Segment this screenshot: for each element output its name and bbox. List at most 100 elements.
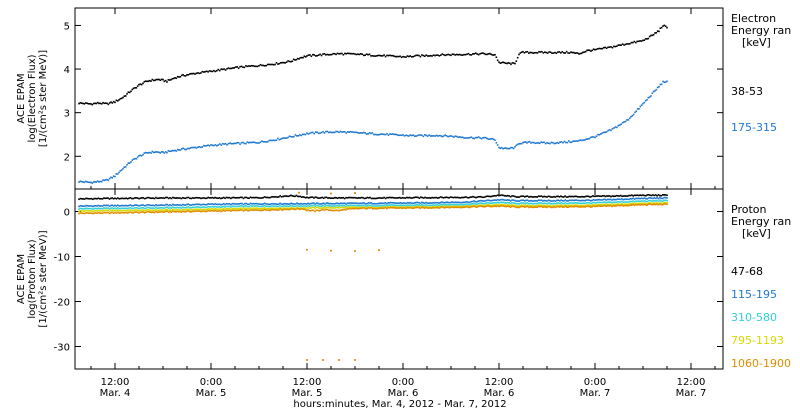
data-point: [509, 206, 512, 209]
data-point: [585, 204, 588, 206]
data-point: [132, 209, 135, 212]
data-point: [530, 199, 533, 202]
data-point: [411, 204, 413, 207]
data-point: [368, 132, 371, 134]
data-point: [272, 139, 275, 142]
data-point: [187, 206, 190, 208]
data-point: [303, 55, 306, 58]
data-point: [205, 210, 208, 213]
data-point: [619, 203, 622, 206]
data-point: [421, 196, 424, 199]
data-point: [129, 206, 132, 209]
data-point: [148, 209, 150, 211]
data-point: [121, 209, 123, 212]
data-point: [313, 54, 316, 56]
data-point: [632, 203, 634, 206]
data-point: [409, 204, 412, 206]
data-point: [532, 52, 534, 54]
data-point: [355, 197, 357, 199]
data-point: [576, 52, 579, 54]
data-point: [142, 197, 145, 199]
data-point: [342, 202, 345, 205]
data-point: [366, 205, 368, 207]
data-point: [533, 205, 536, 207]
data-point: [135, 206, 137, 209]
data-point: [246, 203, 249, 205]
data-point: [136, 85, 139, 87]
data-point: [387, 206, 389, 209]
data-point: [124, 211, 126, 214]
data-point: [370, 197, 373, 200]
data-point: [523, 196, 526, 198]
data-point: [123, 95, 126, 97]
data-point: [329, 53, 332, 56]
data-point: [532, 206, 534, 209]
data-point: [637, 40, 640, 43]
data-point: [362, 54, 365, 57]
data-point: [393, 197, 395, 199]
data-point: [575, 202, 578, 204]
data-point: [630, 202, 633, 205]
data-point: [451, 135, 454, 138]
data-point: [98, 198, 101, 200]
data-point: [201, 70, 204, 73]
data-point: [459, 196, 462, 199]
data-point: [529, 202, 532, 205]
data-point: [143, 209, 146, 212]
data-point: [354, 131, 356, 134]
data-point: [132, 211, 135, 214]
legend-entry: 47-68: [731, 265, 763, 278]
data-point: [586, 138, 589, 140]
data-point: [190, 72, 192, 75]
data-point: [458, 136, 461, 138]
data-point: [468, 196, 470, 199]
data-point: [474, 136, 477, 139]
data-point: [221, 208, 224, 211]
data-point: [250, 141, 253, 144]
data-point: [618, 198, 620, 200]
data-point: [200, 146, 202, 149]
data-point: [552, 141, 554, 144]
data-point: [581, 202, 584, 204]
data-point: [110, 176, 112, 179]
data-point: [258, 142, 260, 144]
data-point: [379, 206, 381, 209]
data-point: [121, 197, 123, 200]
data-point: [107, 211, 109, 214]
data-point: [231, 209, 233, 212]
data-point: [655, 88, 658, 91]
data-point: [335, 130, 337, 133]
data-point: [535, 204, 537, 207]
data-point: [211, 209, 214, 212]
data-point: [362, 202, 364, 204]
data-point: [282, 203, 284, 205]
data-point: [151, 78, 154, 81]
data-point: [178, 149, 180, 151]
data-point: [538, 142, 541, 145]
data-point: [192, 146, 195, 149]
data-point: [565, 196, 568, 198]
data-point: [142, 207, 145, 209]
data-point: [488, 205, 491, 208]
data-point: [468, 201, 471, 204]
data-point: [567, 52, 569, 54]
y-tick-label: -20: [54, 298, 70, 309]
data-point: [92, 212, 94, 215]
data-point: [367, 207, 370, 209]
data-point: [593, 195, 596, 198]
data-point: [532, 205, 534, 207]
data-point: [475, 196, 477, 199]
data-point: [642, 204, 644, 206]
data-point: [217, 206, 219, 208]
data-point: [258, 203, 260, 205]
data-point: [426, 204, 429, 207]
data-point: [461, 206, 464, 209]
data-point: [78, 205, 80, 208]
data-point: [94, 102, 96, 105]
data-point: [300, 208, 303, 210]
data-point: [78, 181, 80, 183]
data-point: [108, 210, 111, 212]
data-point: [639, 105, 642, 108]
data-point: [218, 143, 221, 145]
data-point: [564, 195, 566, 197]
